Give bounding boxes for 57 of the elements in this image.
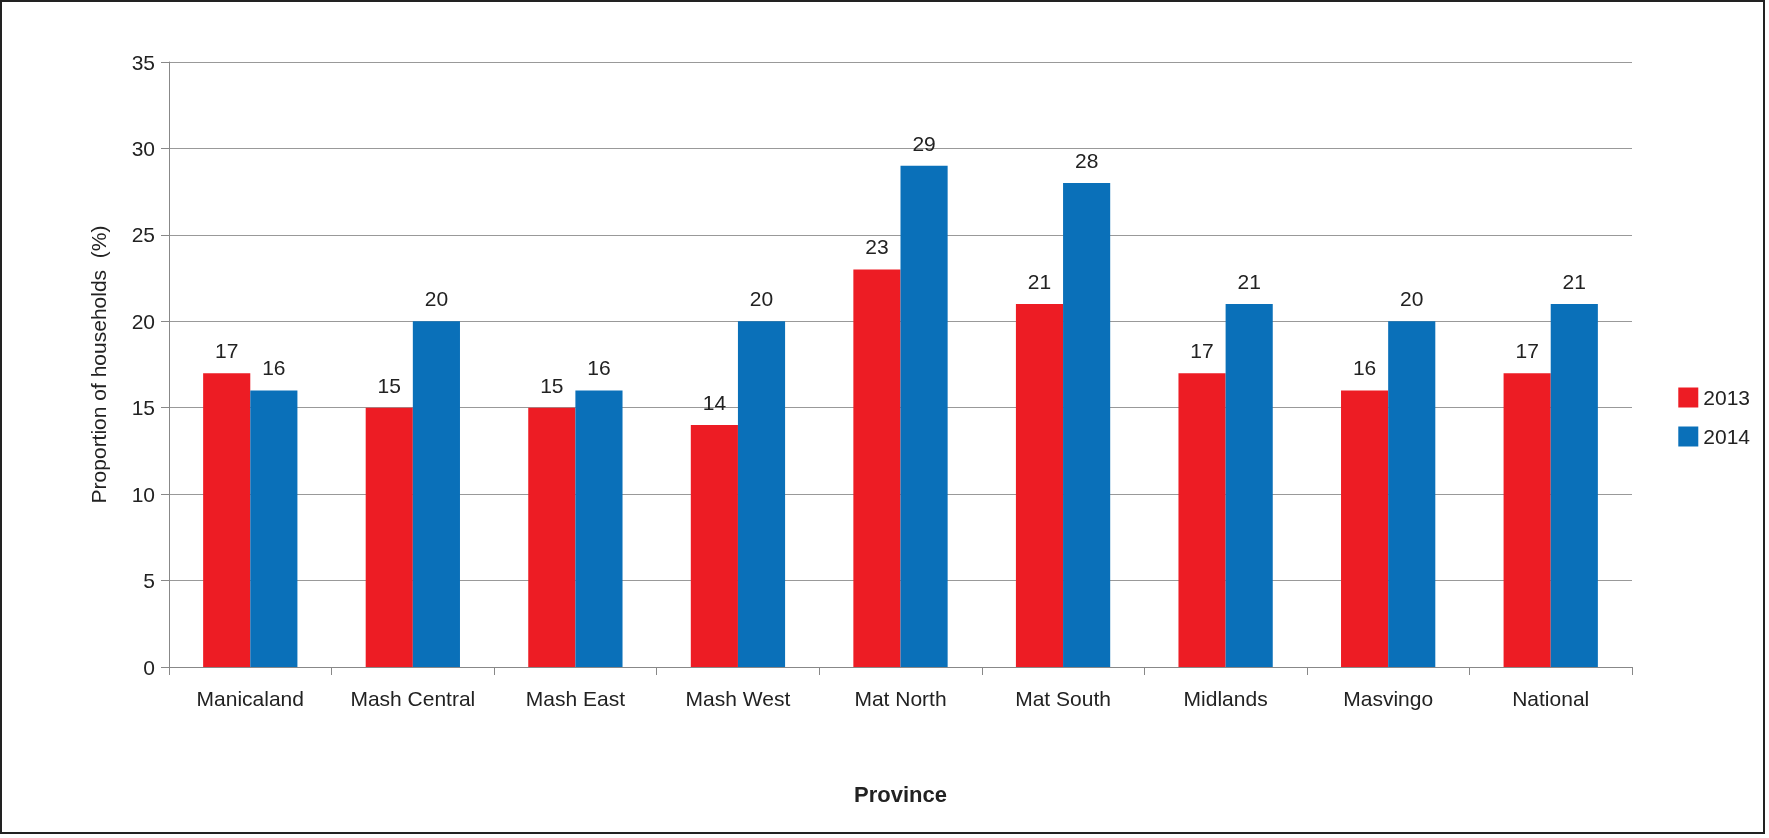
bar [1225, 304, 1273, 667]
bar [1341, 390, 1389, 667]
bar [528, 407, 576, 667]
data-label: 15 [377, 373, 401, 397]
bar [203, 373, 251, 667]
x-tick-label: Mat South [1015, 686, 1111, 710]
y-tick-label: 25 [131, 223, 155, 247]
bar [737, 321, 786, 667]
data-label: 21 [1027, 270, 1052, 293]
y-tick-label: 0 [143, 655, 155, 679]
bar [853, 269, 901, 667]
data-label: 21 [1237, 270, 1261, 293]
y-tick-label: 5 [143, 569, 155, 593]
data-label: 20 [1400, 287, 1424, 311]
data-label: 29 [912, 131, 936, 155]
y-tick-label: 20 [131, 309, 155, 333]
bar [1015, 304, 1064, 667]
data-label: 17 [1515, 339, 1539, 363]
data-label: 23 [865, 235, 889, 259]
x-tick-label: Masvingo [1343, 686, 1434, 710]
legend-label: 2014 [1703, 425, 1751, 448]
bar [1503, 373, 1551, 667]
bar [1063, 183, 1111, 667]
bar [1388, 321, 1436, 667]
data-label: 28 [1074, 149, 1099, 172]
bar [575, 390, 623, 667]
y-tick-label: 15 [131, 396, 155, 420]
data-label: 20 [424, 287, 449, 311]
y-tick-label: 10 [131, 482, 155, 506]
data-label: 17 [215, 339, 239, 363]
x-tick-label: Mash Central [350, 686, 476, 710]
data-label: 17 [1190, 339, 1214, 363]
data-label: 16 [587, 356, 611, 380]
x-tick-label: National [1512, 686, 1590, 710]
x-axis-title: Province [854, 781, 947, 807]
x-tick-label: Manicaland [196, 686, 304, 710]
data-label: 16 [1352, 356, 1377, 380]
data-label: 14 [702, 391, 727, 414]
y-axis-title: Proportion of households (%) [87, 225, 110, 504]
data-label: 21 [1562, 270, 1586, 293]
x-tick-label: Mat North [854, 686, 947, 710]
bar [1178, 373, 1226, 667]
x-tick-label: Midlands [1183, 686, 1268, 710]
bar [412, 321, 460, 667]
bar [1550, 304, 1598, 667]
x-tick-label: Mash East [525, 686, 626, 710]
data-label: 20 [749, 287, 774, 311]
bar [250, 390, 298, 667]
x-tick-label: Mash West [685, 686, 791, 710]
y-tick-label: 35 [131, 50, 155, 74]
y-tick-label: 30 [131, 136, 155, 160]
bar [690, 425, 738, 667]
legend-label: 2013 [1703, 386, 1750, 409]
data-label: 15 [540, 373, 564, 397]
bar [900, 165, 948, 667]
data-label: 16 [262, 356, 286, 380]
bar [365, 407, 413, 667]
